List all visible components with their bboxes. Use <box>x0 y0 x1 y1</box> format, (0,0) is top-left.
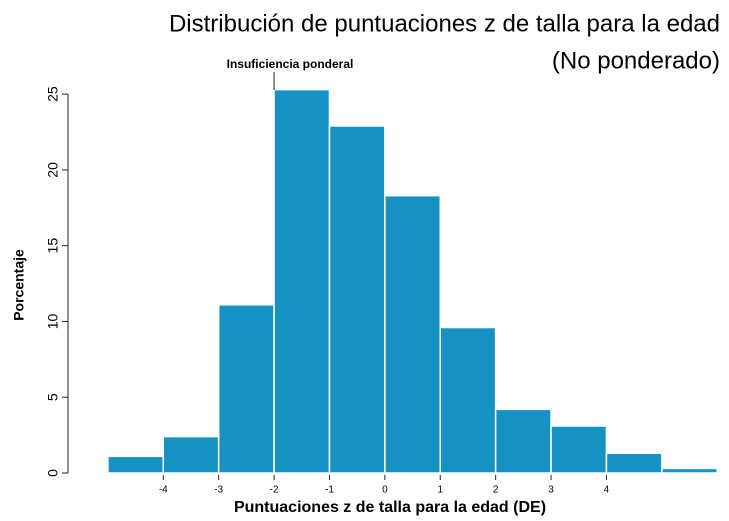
y-tick-label: 20 <box>45 162 61 178</box>
bar <box>605 452 663 474</box>
y-tick-label: 15 <box>45 238 61 254</box>
x-tick-label: 1 <box>437 485 443 496</box>
bar <box>107 455 165 474</box>
x-tick-label: -4 <box>159 485 168 496</box>
y-tick-label: 5 <box>45 393 61 401</box>
x-tick-label: -1 <box>325 485 334 496</box>
x-tick-label: 0 <box>382 485 388 496</box>
bar <box>661 467 718 474</box>
y-tick-label: 25 <box>45 86 61 102</box>
x-tick-label: -3 <box>214 485 223 496</box>
annotation: Insuficiencia ponderal <box>227 57 354 71</box>
x-tick-label: 3 <box>548 485 554 496</box>
bar <box>328 125 386 474</box>
bar <box>217 304 275 474</box>
chart-title: Distribución de puntuaciones z de talla … <box>169 10 720 37</box>
y-tick-label: 0 <box>45 469 61 477</box>
bar <box>162 435 220 474</box>
x-tick-label: -2 <box>270 485 279 496</box>
y-axis-label: Porcentaje <box>11 249 27 321</box>
bar <box>439 326 497 474</box>
bar <box>550 425 608 474</box>
bar <box>273 88 331 474</box>
bar <box>384 194 442 474</box>
x-tick-label: 4 <box>604 485 610 496</box>
x-axis-label: Puntuaciones z de talla para la edad (DE… <box>234 499 546 516</box>
x-tick-label: 2 <box>493 485 499 496</box>
bar <box>494 408 552 474</box>
chart-subtitle: (No ponderado) <box>552 47 720 74</box>
y-tick-label: 10 <box>45 313 61 329</box>
